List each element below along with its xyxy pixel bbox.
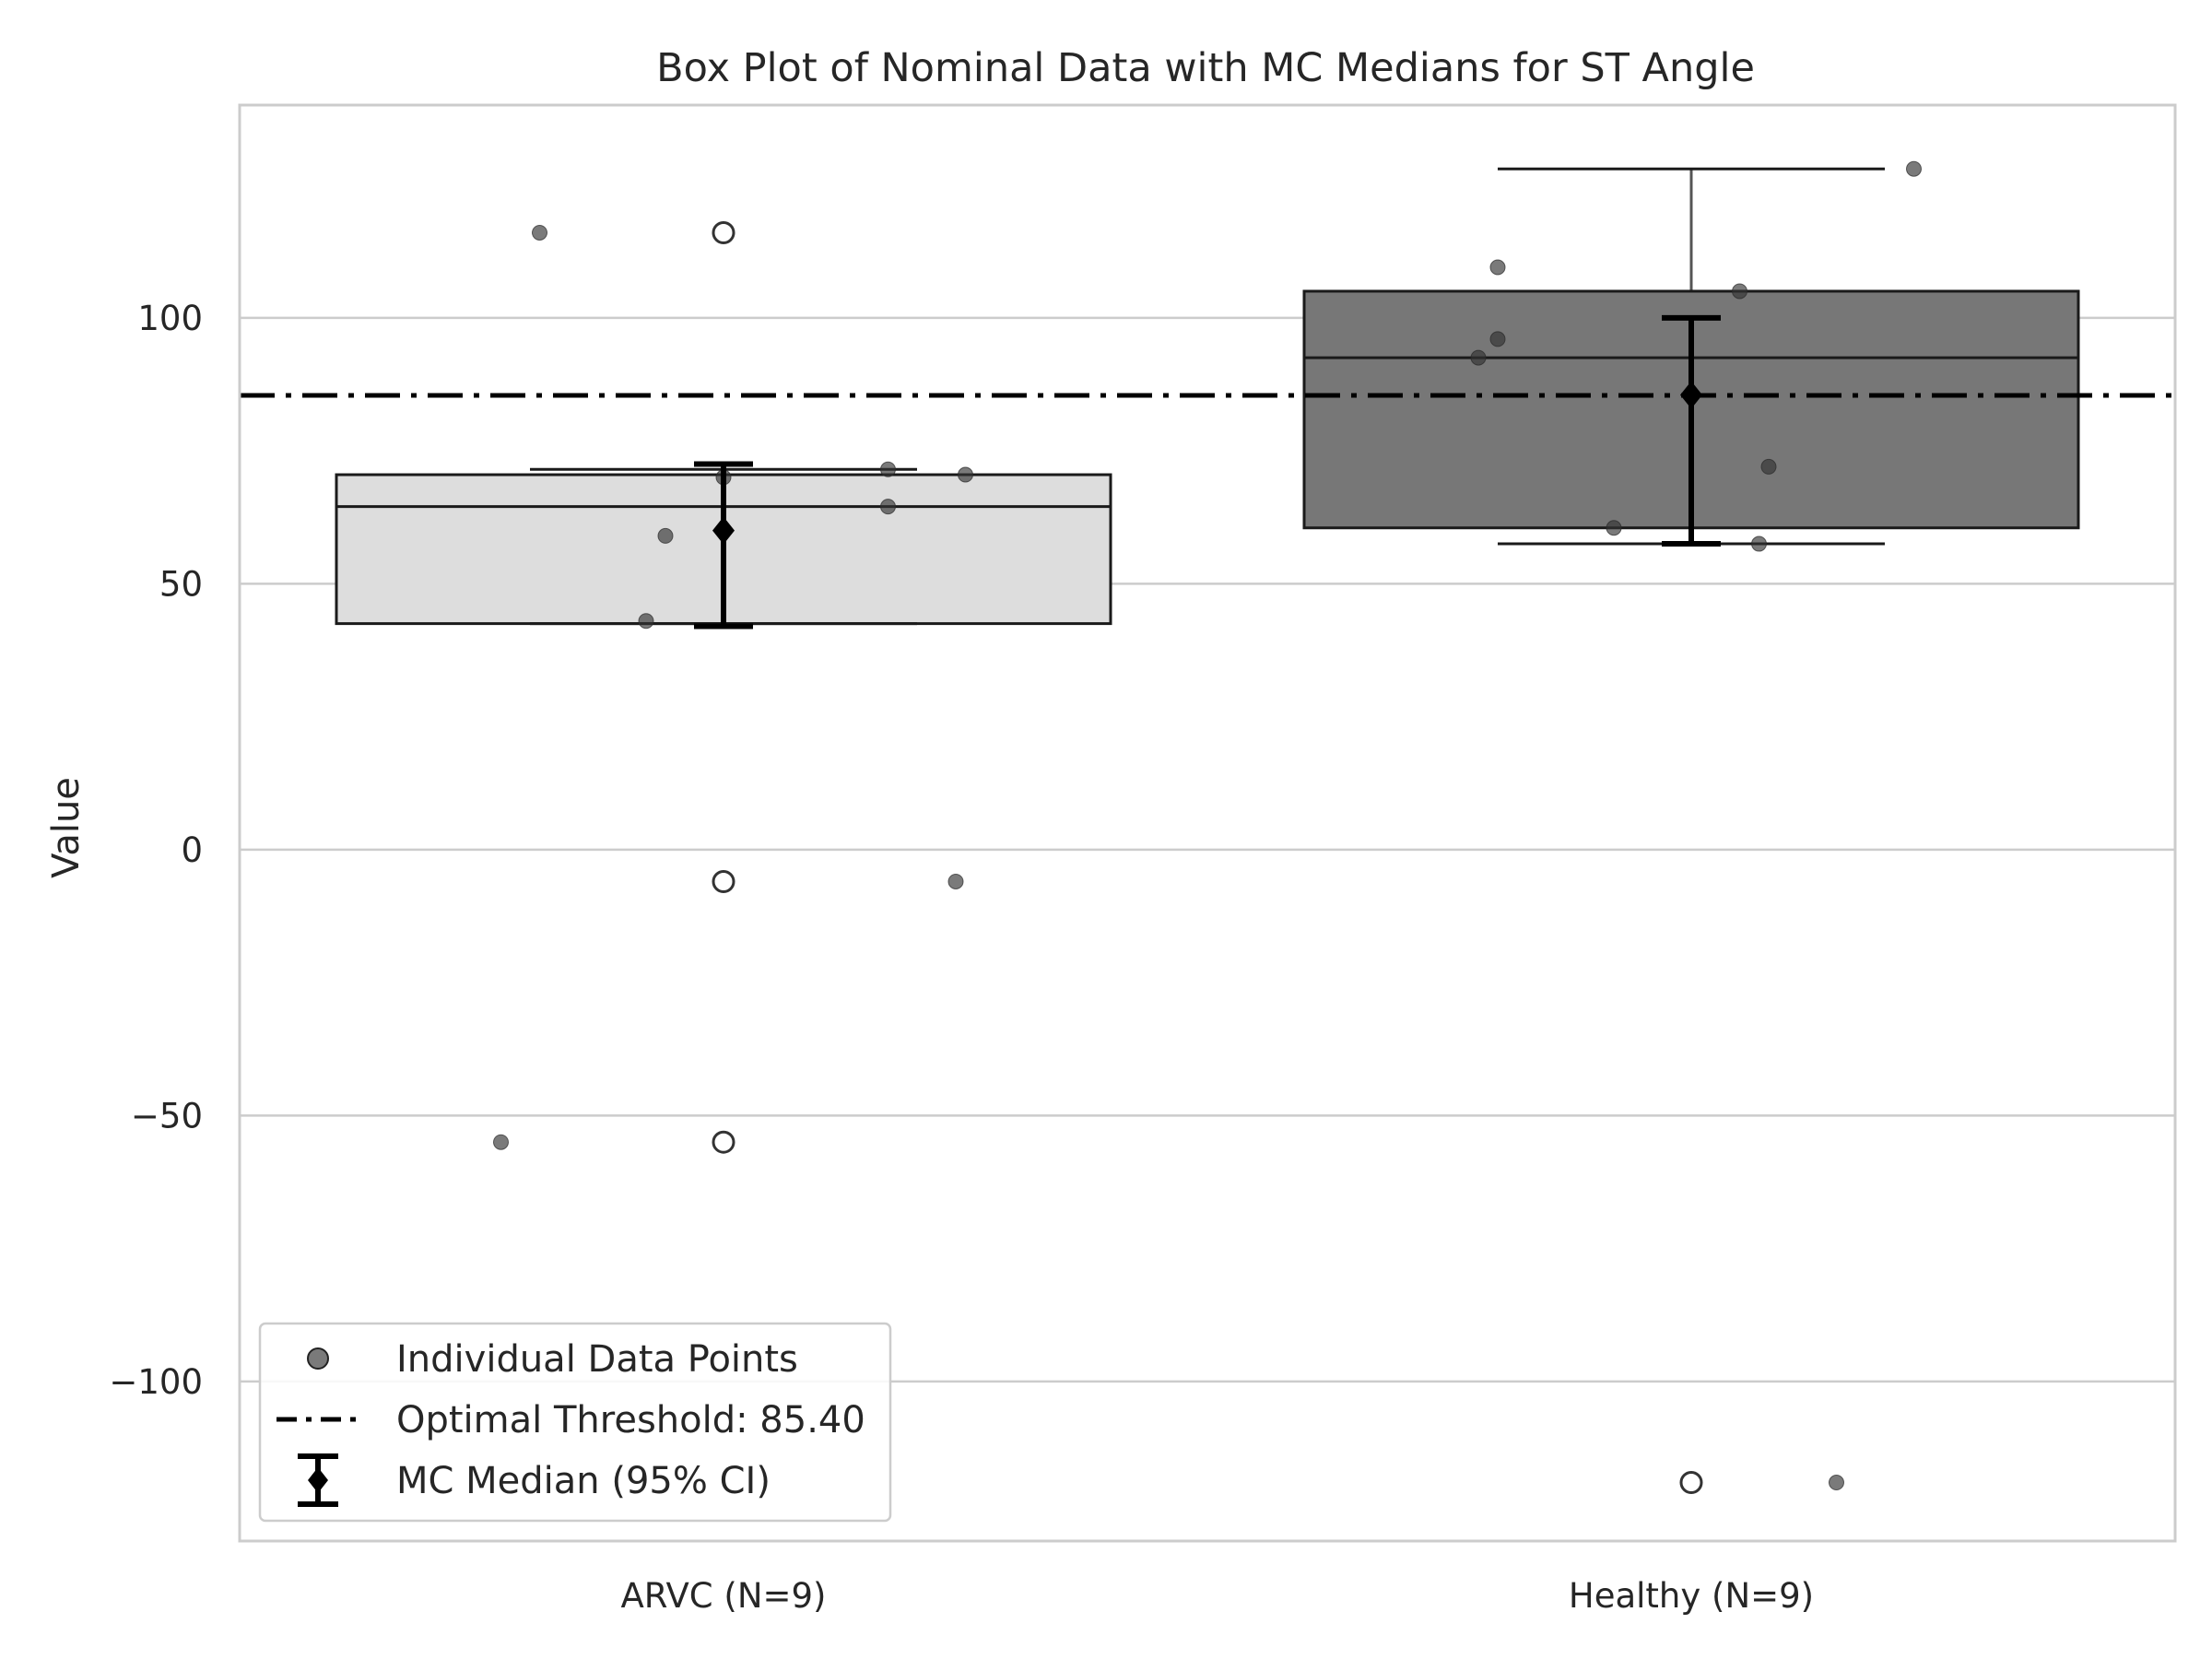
plot-frame xyxy=(238,103,2177,1543)
data-point xyxy=(1829,1475,1844,1491)
data-point xyxy=(1760,458,1777,475)
x-tick-label: Healthy (N=9) xyxy=(1569,1576,1814,1616)
data-point xyxy=(532,224,547,241)
data-point xyxy=(493,1134,509,1150)
mc-median-errorbar xyxy=(694,461,753,629)
outlier-marker xyxy=(712,1130,735,1154)
legend-label: MC Median (95% CI) xyxy=(396,1460,771,1502)
y-axis-label: Value xyxy=(45,777,88,878)
data-point xyxy=(1906,160,1922,177)
mc-median-marker xyxy=(1680,381,1702,409)
x-tick-label: ARVC (N=9) xyxy=(621,1576,827,1616)
data-point xyxy=(880,499,896,515)
legend-box xyxy=(258,1322,892,1523)
data-point xyxy=(1606,520,1622,536)
data-point xyxy=(958,466,973,483)
mc-median-marker xyxy=(712,516,735,545)
data-point xyxy=(1489,259,1506,276)
data-point xyxy=(657,527,674,544)
outlier-marker xyxy=(712,220,735,244)
outlier-marker xyxy=(1679,1471,1703,1495)
y-tick-labels: 100 50 0 −50 −100 xyxy=(109,299,203,1402)
y-tick-label: −100 xyxy=(109,1362,203,1402)
data-point xyxy=(1489,331,1506,347)
x-tick-labels: ARVC (N=9) Healthy (N=9) xyxy=(621,1576,1815,1616)
y-tick-label: 100 xyxy=(137,299,203,338)
data-point xyxy=(947,873,964,889)
y-tick-label: 50 xyxy=(159,564,203,604)
legend-label: Optimal Threshold: 85.40 xyxy=(396,1399,865,1441)
data-point xyxy=(1470,349,1487,366)
y-tick-label: −50 xyxy=(131,1096,203,1135)
data-point xyxy=(1751,535,1767,552)
legend-median-marker xyxy=(308,1467,328,1493)
data-point xyxy=(1732,283,1747,300)
legend-scatter-marker xyxy=(307,1347,329,1370)
mc-median-errorbar xyxy=(1662,314,1721,547)
legend: Individual Data Points Optimal Threshold:… xyxy=(258,1322,892,1523)
data-point xyxy=(638,613,654,629)
overlay-layer xyxy=(240,314,2175,629)
y-tick-label: 0 xyxy=(181,830,203,870)
chart-title: Box Plot of Nominal Data with MC Medians… xyxy=(656,45,1755,91)
outlier-marker xyxy=(712,869,735,893)
legend-label: Individual Data Points xyxy=(396,1338,798,1381)
data-point xyxy=(880,461,896,477)
